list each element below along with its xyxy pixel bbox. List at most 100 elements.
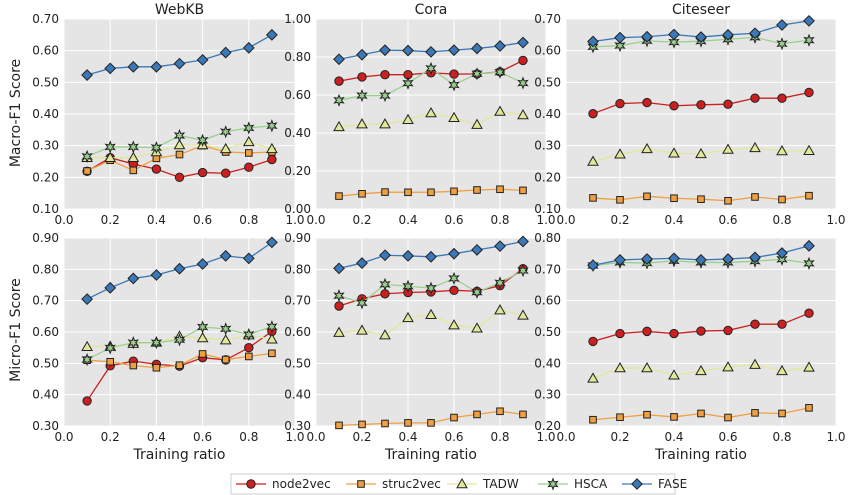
data-point [803,239,815,252]
data-point [219,249,232,262]
data-point [616,413,624,422]
data-point [696,100,706,110]
data-point [402,44,414,57]
data-point [425,107,437,118]
data-point [449,285,459,296]
data-point [219,322,232,336]
data-point [106,357,115,366]
data-point [494,304,506,315]
series-struc2vec [589,404,813,424]
panel-title: Citeseer [672,2,730,18]
data-point [197,167,208,178]
y-tick-label: 0.90 [284,231,311,245]
y-tick-label: 0.60 [534,44,561,58]
data-point [356,296,368,310]
data-point [778,409,786,418]
x-tick-label: 1.0 [536,213,555,227]
data-point [127,336,140,350]
data-point [668,369,680,380]
y-tick-label: 0.30 [534,139,561,153]
data-point [588,336,598,347]
data-point [379,249,391,262]
y-tick-label: 0.70 [32,12,59,26]
data-point [150,269,163,281]
data-point [587,259,599,272]
data-point [173,139,186,150]
data-point [749,251,761,264]
y-tick-label: 0.20 [534,170,561,184]
data-point [196,331,209,343]
data-point [379,88,391,103]
series-FASE [587,14,815,48]
data-point [173,262,186,275]
x-tick-label: 1.0 [826,213,845,227]
data-point [81,340,93,351]
x-tick-label: 0.0 [306,213,325,227]
y-tick-label: 0.80 [284,262,311,276]
data-point [519,186,527,195]
x-tick-label: 0.6 [193,430,212,444]
data-point [104,151,117,162]
data-point [471,42,483,55]
x-tick-label: 0.4 [398,213,417,227]
data-point [749,27,761,40]
data-point [379,277,391,291]
y-tick-label: 0.80 [534,231,561,245]
data-point [724,413,732,422]
x-axis-label: Training ratio [654,447,747,463]
data-point [519,410,527,419]
data-point [127,151,140,162]
data-point [174,172,185,183]
data-point [776,247,788,259]
y-tick-label: 0.70 [32,294,59,308]
data-point [589,194,597,202]
legend-label: HSCA [574,477,608,491]
data-point [448,111,460,123]
data-point [335,421,343,430]
legend-marker [246,479,256,489]
data-point [173,333,186,347]
data-point [379,44,391,57]
x-tick-label: 0.8 [239,213,258,227]
data-point [696,326,706,336]
data-point [776,19,788,31]
data-point [587,372,599,383]
data-point [471,285,483,299]
legend-marker [357,480,365,488]
data-point [669,101,679,111]
data-point [427,188,435,197]
data-point [614,39,626,53]
data-point [356,118,368,129]
data-point [496,407,504,416]
data-point [244,162,254,172]
legend-marker [547,477,559,491]
series-TADW [587,358,815,383]
data-point [805,404,813,412]
data-point [379,118,391,129]
data-point [427,419,435,427]
data-point [668,252,680,265]
data-point [448,319,460,330]
data-point [473,186,481,194]
y-tick-label: 0.40 [534,356,561,370]
y-tick-label: 0.40 [32,107,59,121]
x-tick-label: 0.0 [306,430,325,444]
data-point [150,60,163,73]
data-point [777,93,787,103]
data-point [614,362,626,373]
data-point [695,254,707,266]
data-point [333,93,345,107]
data-point [381,188,389,196]
series-node2vec [588,308,814,347]
data-point [749,141,761,153]
data-point [335,192,343,200]
x-tick-label: 0.0 [54,213,73,227]
data-point [127,60,140,73]
y-tick-label: 0.60 [32,325,59,339]
data-point [494,105,506,116]
data-point [777,319,787,329]
data-point [266,320,278,334]
data-point [83,167,91,175]
x-tick-label: 0.6 [444,213,463,227]
